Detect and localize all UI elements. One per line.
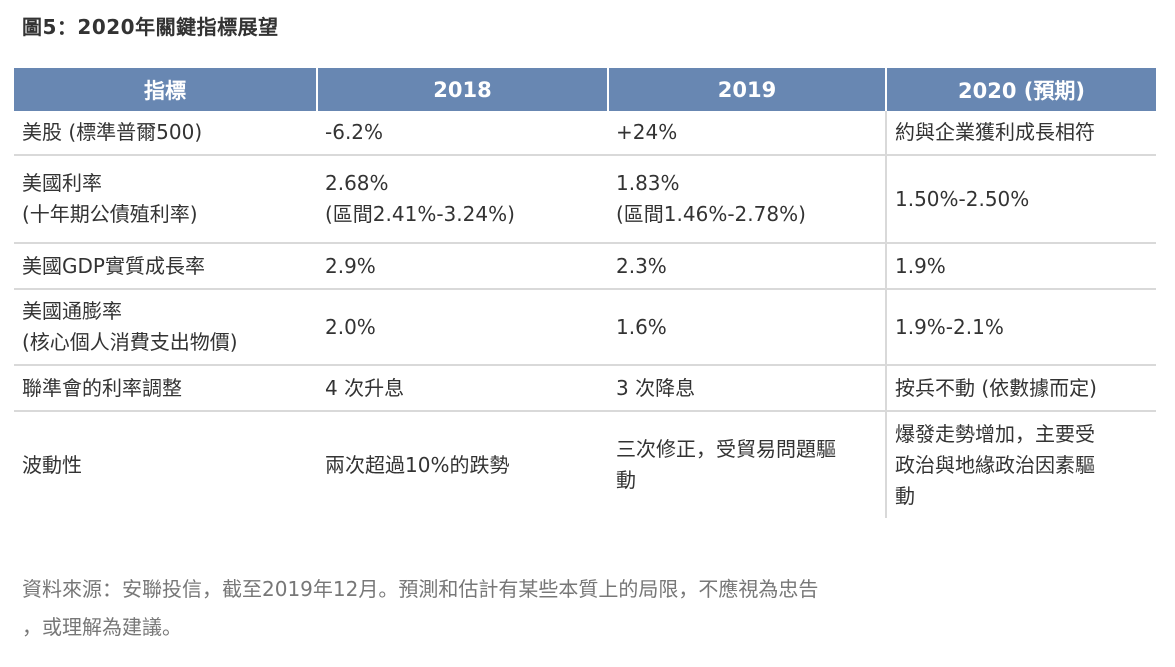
cell-2019: 1.6% <box>608 289 886 366</box>
table-row: 波動性 兩次超過10%的跌勢 三次修正，受貿易問題驅 動 爆發走勢增加，主要受 … <box>14 411 1156 518</box>
header-indicator: 指標 <box>14 68 317 111</box>
cell-text: 美國利率 <box>22 171 102 195</box>
cell-indicator: 波動性 <box>14 411 317 518</box>
cell-text: 波動性 <box>22 452 82 477</box>
cell-text: 約與企業獲利成長相符 <box>895 120 1095 144</box>
cell-2018: 2.9% <box>317 243 608 290</box>
cell-text: 三次修正，受貿易問題驅 <box>616 437 836 461</box>
cell-text: 兩次超過10%的跌勢 <box>325 452 510 477</box>
header-2018: 2018 <box>316 68 608 111</box>
cell-text: 爆發走勢增加，主要受 <box>895 421 1095 446</box>
header-2020: 2020 (預期) <box>885 68 1156 111</box>
cell-2019: 3 次降息 <box>608 365 886 412</box>
cell-text: 聯準會的利率調整 <box>22 375 182 400</box>
cell-text: 1.9%-2.1% <box>895 314 1004 339</box>
cell-2019: 2.3% <box>608 243 886 290</box>
cell-indicator: 美國通膨率 (核心個人消費支出物價) <box>14 289 317 366</box>
cell-text: (區間2.41%-3.24%) <box>325 202 515 226</box>
table-row: 美國GDP實質成長率 2.9% 2.3% 1.9% <box>14 243 1156 290</box>
cell-text: 1.50%-2.50% <box>895 186 1030 211</box>
cell-2020: 1.9%-2.1% <box>885 289 1156 366</box>
cell-text: -6.2% <box>325 120 384 144</box>
table-row: 美國利率 (十年期公債殖利率) 2.68% (區間2.41%-3.24%) 1.… <box>14 155 1156 244</box>
cell-text: 美股 (標準普爾500) <box>22 120 203 144</box>
cell-2018: 2.0% <box>317 289 608 366</box>
table-header-row: 指標 2018 2019 2020 (預期) <box>14 68 1156 111</box>
cell-2020: 按兵不動 (依數據而定) <box>885 365 1156 412</box>
header-2019: 2019 <box>607 68 886 111</box>
cell-text: 3 次降息 <box>616 375 696 400</box>
cell-2020: 爆發走勢增加，主要受 政治與地緣政治因素驅 動 <box>885 411 1156 518</box>
cell-text: (核心個人消費支出物價) <box>22 330 238 354</box>
cell-2019: 1.83% (區間1.46%-2.78%) <box>608 155 886 244</box>
cell-text: 2.9% <box>325 253 376 278</box>
cell-2020: 約與企業獲利成長相符 <box>885 111 1156 156</box>
cell-text: 1.6% <box>616 314 667 339</box>
cell-text: 動 <box>616 468 636 492</box>
cell-2018: 兩次超過10%的跌勢 <box>317 411 608 518</box>
source-note: 資料來源：安聯投信，截至2019年12月。預測和估計有某些本質上的局限，不應視為… <box>22 570 1002 646</box>
cell-text: 美國GDP實質成長率 <box>22 253 205 278</box>
cell-text: (十年期公債殖利率) <box>22 202 198 226</box>
cell-2018: -6.2% <box>317 111 608 156</box>
cell-text: 政治與地緣政治因素驅 <box>895 452 1095 477</box>
cell-indicator: 聯準會的利率調整 <box>14 365 317 412</box>
table-row: 聯準會的利率調整 4 次升息 3 次降息 按兵不動 (依數據而定) <box>14 365 1156 412</box>
cell-2020: 1.50%-2.50% <box>885 155 1156 244</box>
table-row: 美國通膨率 (核心個人消費支出物價) 2.0% 1.6% 1.9%-2.1% <box>14 289 1156 366</box>
cell-text: 美國通膨率 <box>22 299 122 323</box>
cell-text: 2.0% <box>325 314 376 339</box>
cell-text: 按兵不動 (依數據而定) <box>895 375 1097 400</box>
cell-2019: 三次修正，受貿易問題驅 動 <box>608 411 886 518</box>
cell-text: +24% <box>616 120 678 144</box>
cell-text: (區間1.46%-2.78%) <box>616 202 806 226</box>
cell-2018: 4 次升息 <box>317 365 608 412</box>
cell-indicator: 美國GDP實質成長率 <box>14 243 317 290</box>
cell-2019: +24% <box>608 111 886 156</box>
cell-text: 2.68% <box>325 171 389 195</box>
cell-2018: 2.68% (區間2.41%-3.24%) <box>317 155 608 244</box>
key-indicators-table: 指標 2018 2019 2020 (預期) 美股 (標準普爾500) -6.2… <box>14 68 1156 518</box>
cell-text: 1.83% <box>616 171 680 195</box>
source-note-line: ，或理解為建議。 <box>22 615 182 639</box>
cell-text: 1.9% <box>895 253 946 278</box>
cell-text: 2.3% <box>616 253 667 278</box>
cell-text: 4 次升息 <box>325 375 405 400</box>
cell-indicator: 美股 (標準普爾500) <box>14 111 317 156</box>
table-row: 美股 (標準普爾500) -6.2% +24% 約與企業獲利成長相符 <box>14 111 1156 156</box>
page-title: 圖5：2020年關鍵指標展望 <box>22 15 279 39</box>
cell-2020: 1.9% <box>885 243 1156 290</box>
cell-text: 動 <box>895 483 915 508</box>
cell-indicator: 美國利率 (十年期公債殖利率) <box>14 155 317 244</box>
source-note-line: 資料來源：安聯投信，截至2019年12月。預測和估計有某些本質上的局限，不應視為… <box>22 577 819 601</box>
